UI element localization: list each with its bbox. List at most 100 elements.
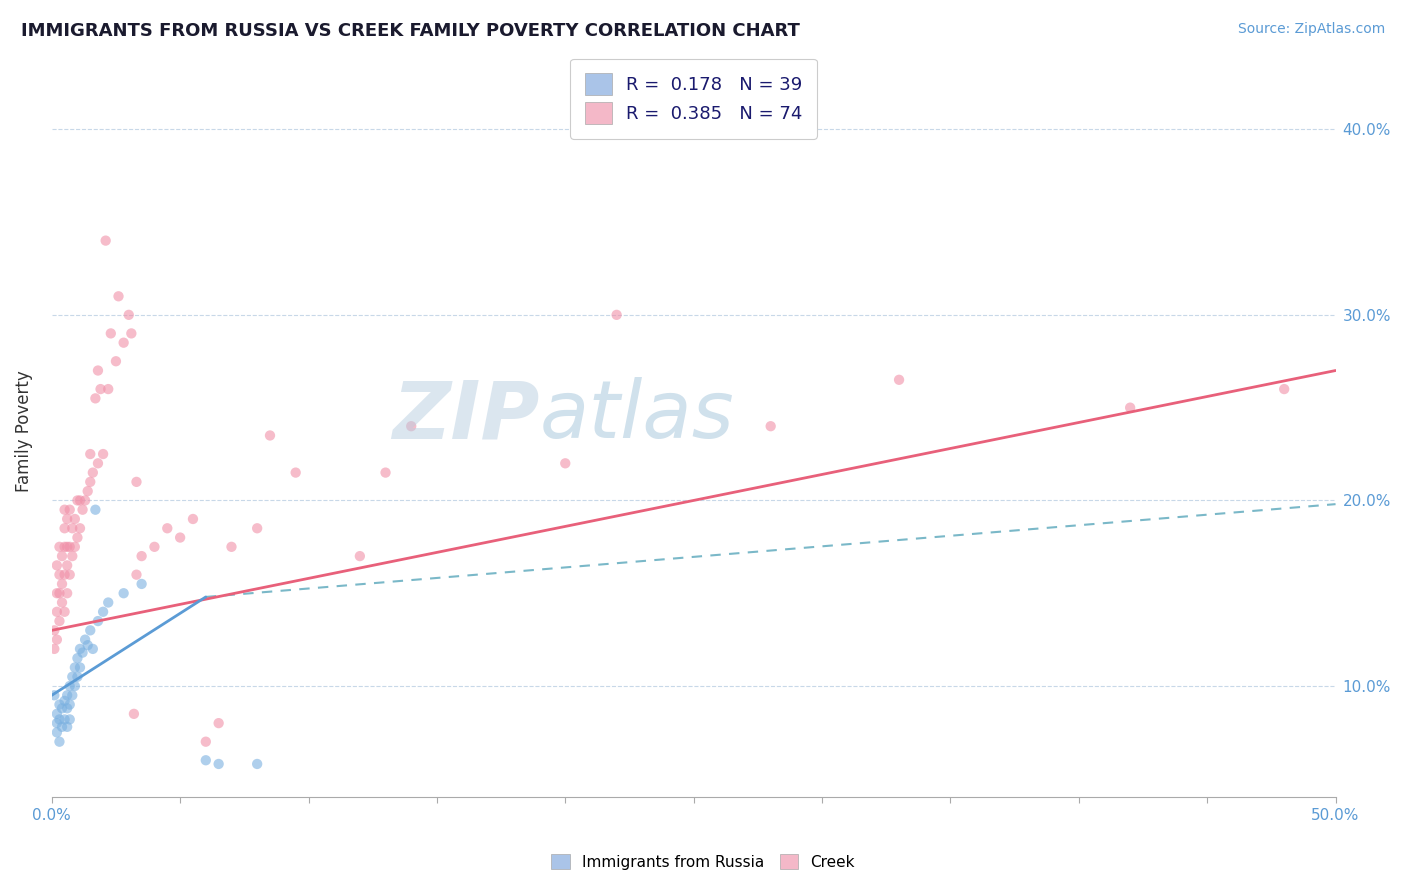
Point	[66, 651, 89, 665]
Point	[51, 577, 73, 591]
Point	[59, 540, 82, 554]
Point	[56, 688, 79, 702]
Point	[112, 335, 135, 350]
Point	[45, 632, 67, 647]
Point	[48, 540, 70, 554]
Point	[48, 734, 70, 748]
Text: IMMIGRANTS FROM RUSSIA VS CREEK FAMILY POVERTY CORRELATION CHART: IMMIGRANTS FROM RUSSIA VS CREEK FAMILY P…	[21, 22, 800, 40]
Legend: Immigrants from Russia, Creek: Immigrants from Russia, Creek	[544, 846, 862, 877]
Point	[72, 502, 94, 516]
Point	[44, 641, 66, 656]
Point	[56, 558, 79, 573]
Point	[887, 373, 910, 387]
Point	[53, 694, 76, 708]
Point	[69, 660, 91, 674]
Point	[284, 466, 307, 480]
Point	[59, 713, 82, 727]
Point	[1272, 382, 1295, 396]
Point	[51, 720, 73, 734]
Point	[56, 540, 79, 554]
Point	[51, 701, 73, 715]
Point	[122, 706, 145, 721]
Point	[75, 632, 97, 647]
Point	[45, 716, 67, 731]
Point	[90, 382, 112, 396]
Point	[45, 725, 67, 739]
Point	[53, 605, 76, 619]
Point	[60, 521, 83, 535]
Point	[51, 595, 73, 609]
Point	[208, 716, 231, 731]
Point	[87, 363, 110, 377]
Point	[59, 502, 82, 516]
Point	[48, 614, 70, 628]
Point	[53, 567, 76, 582]
Point	[97, 595, 120, 609]
Point	[56, 512, 79, 526]
Point	[60, 670, 83, 684]
Point	[606, 308, 628, 322]
Point	[208, 756, 231, 771]
Point	[104, 354, 127, 368]
Point	[45, 605, 67, 619]
Point	[48, 713, 70, 727]
Point	[399, 419, 422, 434]
Point	[82, 466, 104, 480]
Point	[51, 549, 73, 563]
Point	[63, 512, 86, 526]
Point	[131, 549, 153, 563]
Text: atlas: atlas	[540, 377, 734, 455]
Point	[53, 521, 76, 535]
Point	[554, 456, 576, 470]
Point	[59, 679, 82, 693]
Point	[97, 382, 120, 396]
Point	[246, 756, 269, 771]
Point	[53, 502, 76, 516]
Point	[63, 679, 86, 693]
Point	[45, 706, 67, 721]
Point	[59, 567, 82, 582]
Point	[66, 531, 89, 545]
Point	[156, 521, 179, 535]
Point	[87, 456, 110, 470]
Point	[48, 698, 70, 712]
Point	[69, 641, 91, 656]
Point	[44, 624, 66, 638]
Point	[56, 720, 79, 734]
Point	[53, 540, 76, 554]
Point	[118, 308, 141, 322]
Point	[87, 614, 110, 628]
Text: ZIP: ZIP	[392, 377, 540, 455]
Point	[91, 447, 114, 461]
Point	[125, 475, 148, 489]
Point	[112, 586, 135, 600]
Point	[259, 428, 281, 442]
Point	[63, 540, 86, 554]
Point	[76, 638, 98, 652]
Point	[79, 475, 101, 489]
Point	[75, 493, 97, 508]
Point	[63, 660, 86, 674]
Point	[45, 558, 67, 573]
Point	[56, 701, 79, 715]
Point	[79, 447, 101, 461]
Point	[56, 586, 79, 600]
Y-axis label: Family Poverty: Family Poverty	[15, 370, 32, 491]
Text: Source: ZipAtlas.com: Source: ZipAtlas.com	[1237, 22, 1385, 37]
Point	[59, 698, 82, 712]
Point	[84, 392, 107, 406]
Point	[72, 646, 94, 660]
Point	[69, 493, 91, 508]
Point	[125, 567, 148, 582]
Point	[44, 688, 66, 702]
Point	[169, 531, 191, 545]
Point	[349, 549, 371, 563]
Point	[66, 493, 89, 508]
Point	[120, 326, 142, 341]
Point	[60, 688, 83, 702]
Point	[60, 549, 83, 563]
Point	[53, 713, 76, 727]
Legend: R =  0.178   N = 39, R =  0.385   N = 74: R = 0.178 N = 39, R = 0.385 N = 74	[571, 59, 817, 139]
Point	[69, 521, 91, 535]
Point	[91, 605, 114, 619]
